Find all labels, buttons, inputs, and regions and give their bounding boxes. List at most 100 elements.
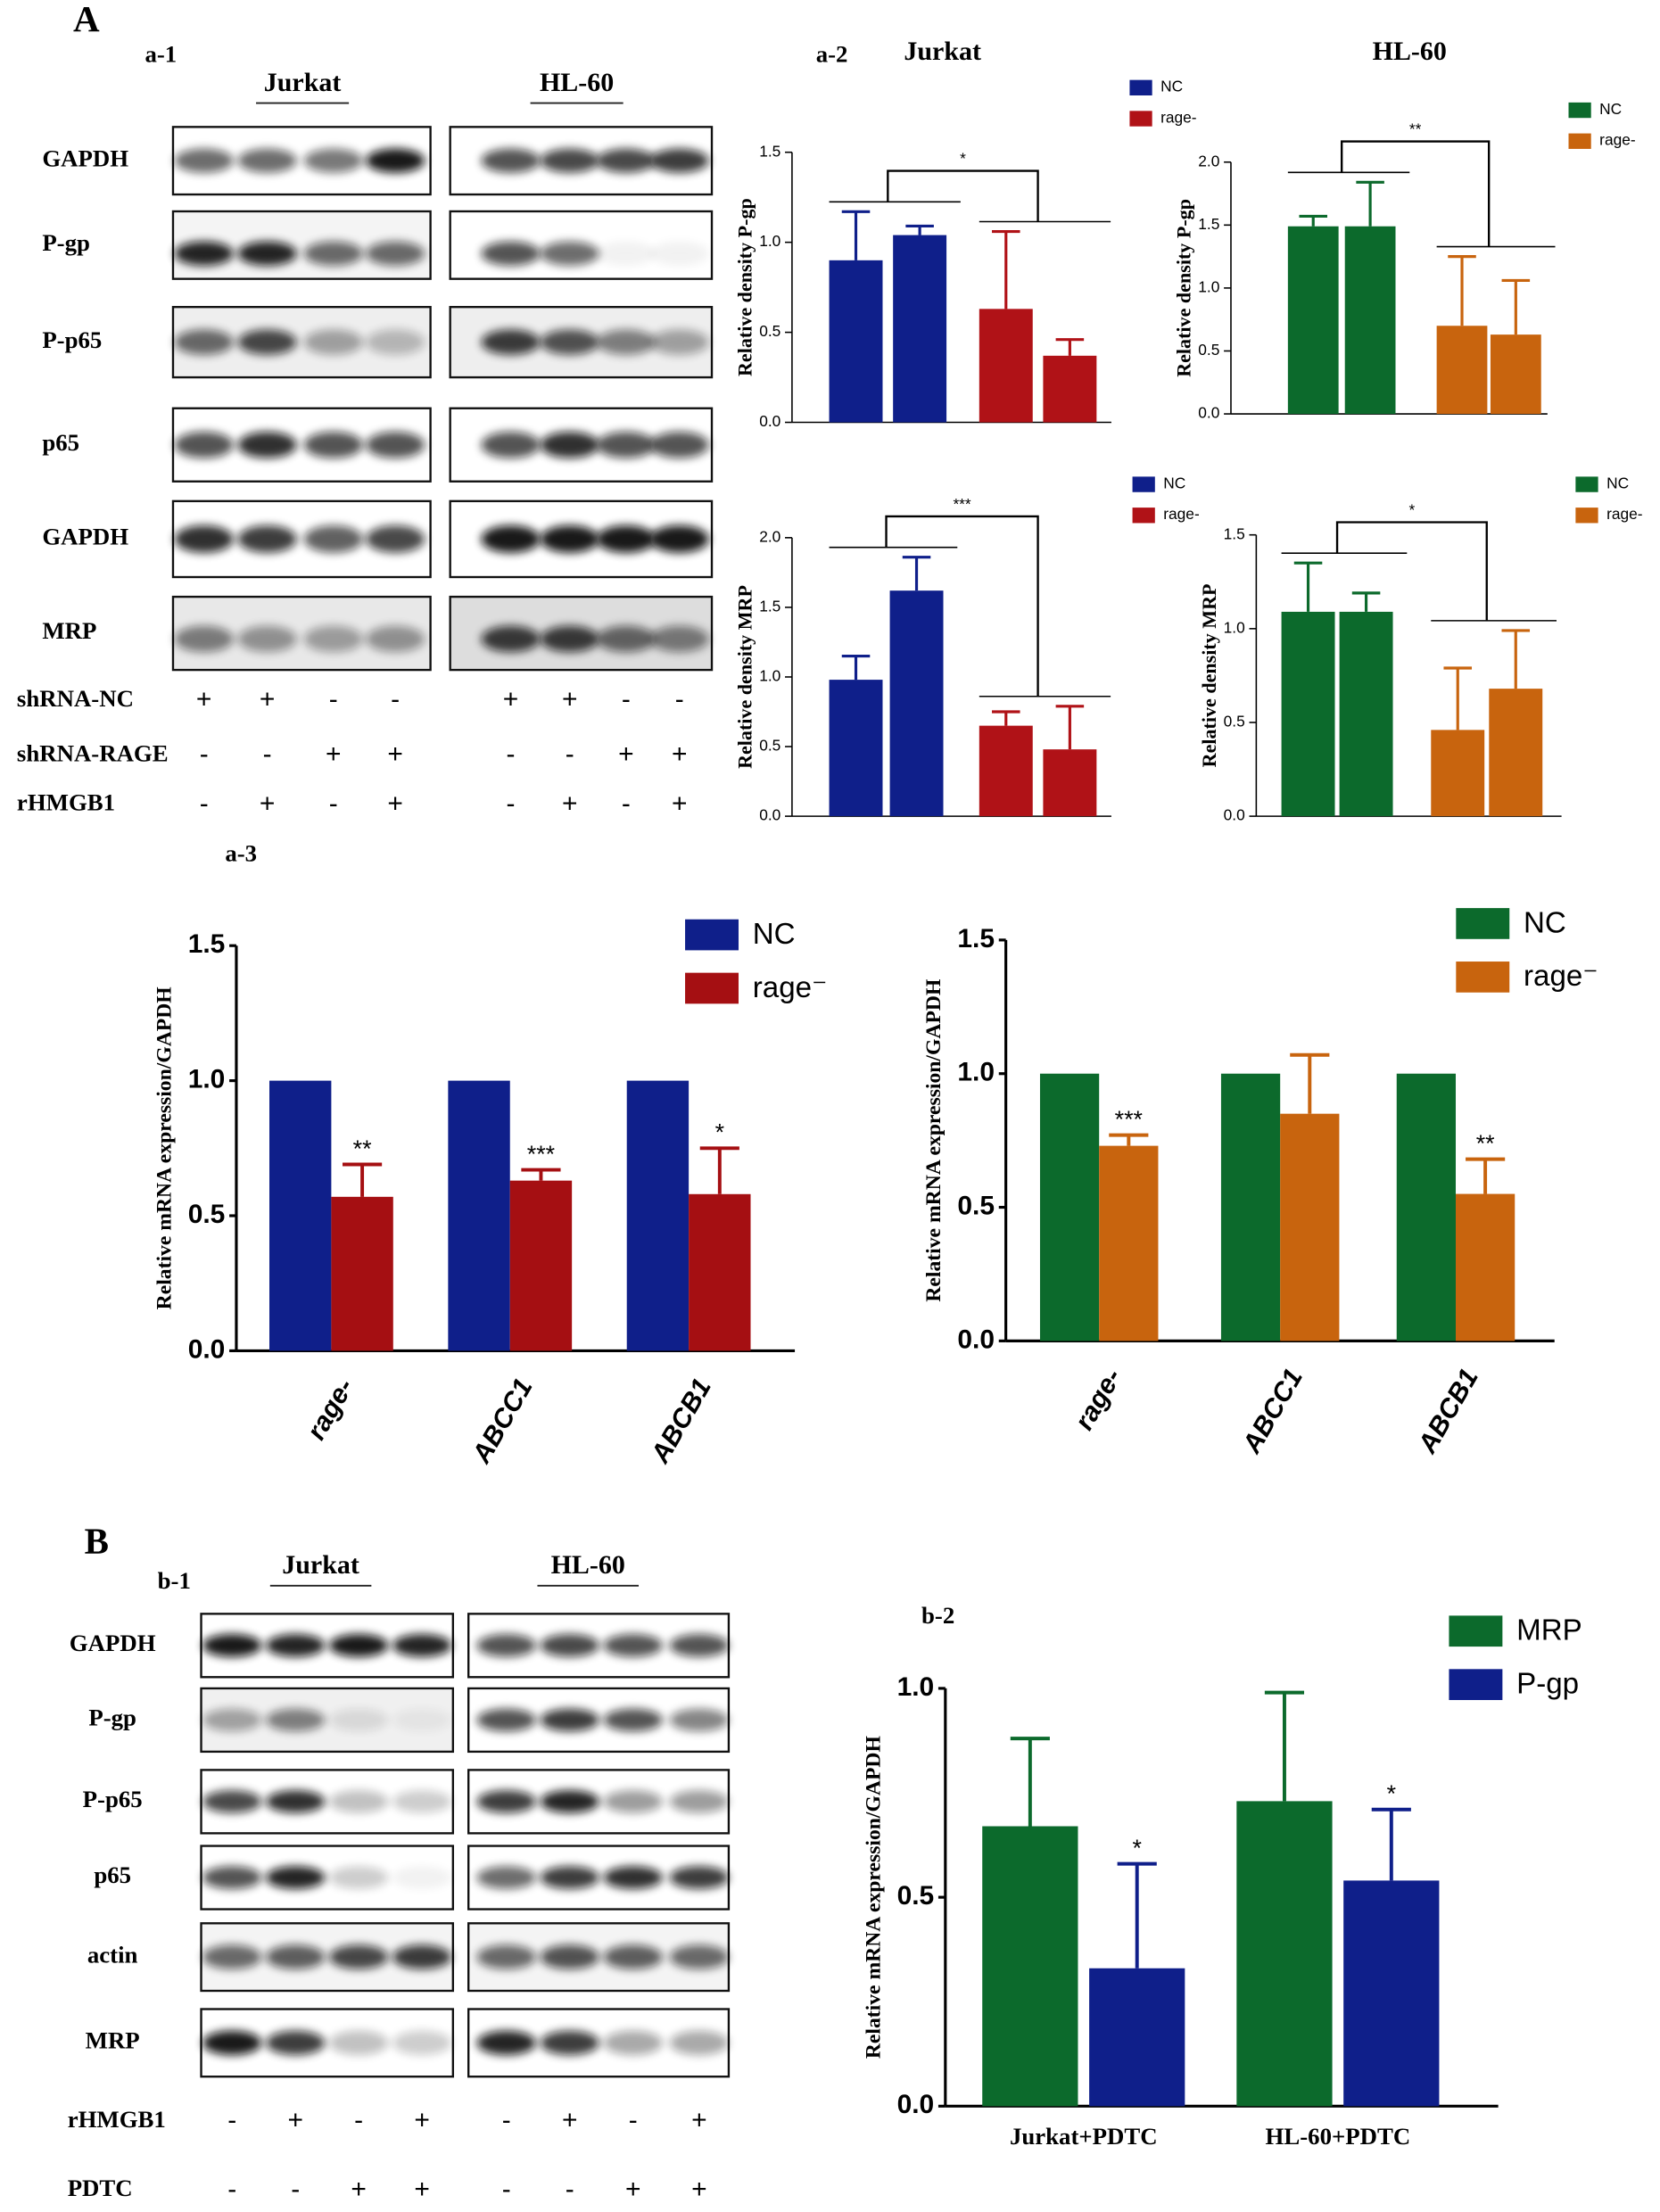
error-bar	[1299, 214, 1328, 227]
panel-label: a-2	[816, 41, 848, 68]
blot-band	[603, 1708, 663, 1732]
condition-sign: +	[672, 788, 688, 818]
error-bar	[1466, 1157, 1506, 1194]
significance-bracket	[1340, 140, 1491, 247]
blot-row-label: p65	[42, 429, 79, 456]
bar	[1281, 611, 1335, 817]
bar	[1436, 326, 1488, 415]
error-bar	[841, 654, 871, 681]
bar	[1396, 1073, 1457, 1341]
error-bar	[1055, 705, 1085, 750]
significance-label: ***	[1115, 1106, 1144, 1133]
condition-sign: +	[387, 739, 403, 769]
blot-band	[540, 1634, 599, 1657]
legend-label: rage-	[1163, 505, 1199, 523]
blot-band	[202, 2030, 262, 2055]
bar	[982, 1826, 1078, 2107]
blot-band	[392, 1634, 452, 1657]
blot-band	[540, 1790, 599, 1813]
legend-label: NC	[1524, 906, 1566, 939]
legend-label: rage-	[1606, 505, 1642, 523]
y-tick-label: 1.0	[188, 1065, 226, 1094]
blot-row-label: GAPDH	[42, 144, 128, 171]
condition-sign: -	[622, 685, 631, 714]
blot-row-label: actin	[87, 1941, 138, 1968]
blot-band	[366, 525, 425, 553]
y-tick-label: 1.5	[1198, 215, 1219, 233]
blot-band	[202, 1944, 262, 1969]
panel-label: a-3	[225, 839, 257, 866]
condition-sign: +	[414, 2106, 430, 2135]
condition-sign: -	[200, 788, 209, 818]
y-axis-title: Relative density MRP	[734, 585, 756, 769]
blot-band	[266, 1708, 326, 1732]
blot-row-label: P-gp	[42, 229, 90, 256]
condition-sign: +	[691, 2175, 707, 2204]
bar	[979, 725, 1033, 817]
blot-band	[329, 1708, 389, 1732]
error-bar	[905, 224, 934, 235]
blot-band	[237, 148, 297, 173]
y-tick-label: 0.0	[957, 1325, 995, 1354]
blot-band	[174, 241, 234, 266]
blot-band	[603, 1634, 663, 1657]
blot-band	[540, 1708, 599, 1732]
error-bar	[1443, 666, 1473, 730]
bar	[331, 1196, 393, 1351]
panel-label: b-2	[921, 1602, 954, 1629]
condition-sign: -	[675, 685, 684, 714]
blot-band	[174, 148, 234, 173]
blot-band	[329, 1790, 389, 1813]
cell-line-label: HL-60	[540, 68, 614, 97]
bar	[829, 260, 883, 423]
blot-band	[237, 625, 297, 653]
y-tick-label: 1.5	[188, 929, 226, 959]
error-bar	[1448, 255, 1476, 326]
blot-band	[303, 525, 363, 553]
blot-band	[669, 1944, 729, 1969]
bar	[509, 1180, 573, 1351]
blot-band	[329, 1866, 389, 1889]
blot-band	[481, 241, 541, 266]
legend-swatch	[1449, 1669, 1503, 1701]
condition-sign: -	[502, 2106, 511, 2135]
legend-swatch	[685, 972, 739, 1004]
x-tick-label: HL-60+PDTC	[1266, 2123, 1411, 2150]
blot-band	[266, 1790, 326, 1813]
legend-label: NC	[1160, 78, 1183, 95]
bar	[1431, 730, 1485, 817]
blot-band	[303, 625, 363, 653]
blot-band	[540, 525, 599, 553]
blot-band	[540, 431, 599, 458]
blot-band	[366, 241, 425, 266]
significance-bracket	[887, 169, 1039, 222]
blot-band	[540, 1866, 599, 1889]
blot-band	[649, 148, 709, 173]
blot-band	[174, 431, 234, 458]
blot-band	[481, 625, 541, 653]
y-tick-label: 0.5	[1198, 341, 1219, 359]
condition-sign: -	[566, 2175, 574, 2204]
legend-swatch	[1129, 79, 1152, 95]
y-tick-label: 0.5	[188, 1200, 226, 1229]
bar	[1039, 1073, 1100, 1341]
y-tick-label: 0.0	[759, 806, 780, 824]
bar	[1220, 1073, 1281, 1341]
error-bar	[1010, 1737, 1050, 1827]
legend-label: rage-	[1599, 131, 1635, 149]
bar	[1089, 1968, 1185, 2107]
blot-band	[596, 525, 656, 553]
blot-band	[476, 2030, 536, 2055]
condition-sign: +	[414, 2175, 430, 2204]
legend-swatch	[1449, 1615, 1503, 1647]
legend-swatch	[1575, 508, 1598, 524]
bar	[448, 1080, 510, 1351]
blot-band	[649, 625, 709, 653]
blot-band	[649, 431, 709, 458]
condition-sign: -	[622, 788, 631, 818]
error-bar	[992, 229, 1020, 310]
significance-label: **	[353, 1135, 372, 1162]
blot-band	[603, 1944, 663, 1969]
blot-band	[596, 148, 656, 173]
